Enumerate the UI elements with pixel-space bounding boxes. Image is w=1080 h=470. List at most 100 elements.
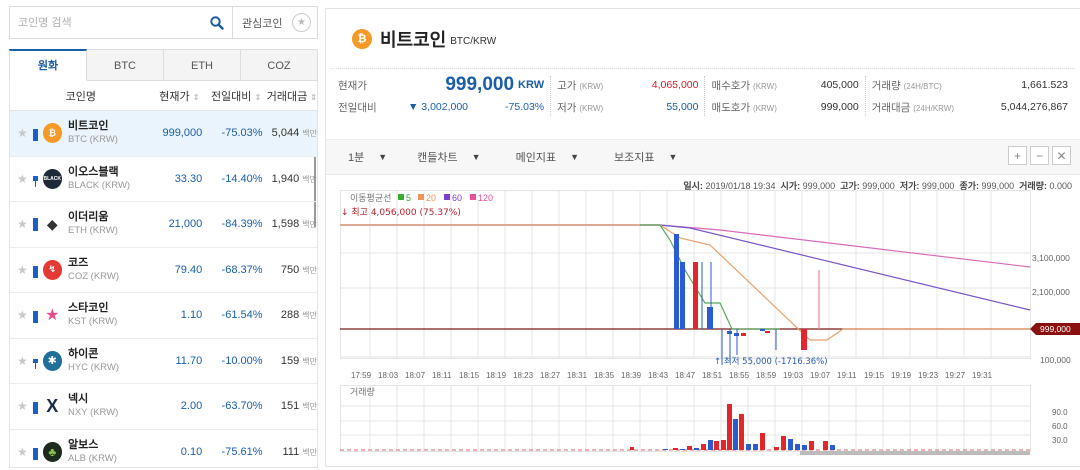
chart-grid: [340, 190, 1031, 359]
coin-change: -75.61%: [221, 445, 263, 458]
tab-btc[interactable]: BTC: [87, 49, 164, 80]
svg-text:18:39: 18:39: [621, 371, 642, 380]
coin-symbol: NXY (KRW): [67, 407, 119, 419]
coin-row-nxy[interactable]: ★ X 넥시 NXY (KRW) 2.00 -63.70% 151 백만: [10, 384, 317, 430]
volume-panel-label: 거래량: [350, 386, 375, 398]
coin-price: 0.10: [180, 445, 203, 458]
coin-row-alb[interactable]: ★ ♣ 알보스 ALB (KRW) 0.10 -75.61% 111 백만: [10, 430, 317, 468]
svg-text:60.0: 60.0: [1052, 422, 1068, 431]
coin-change: -84.39%: [221, 218, 263, 231]
volume-grid: [340, 385, 1031, 452]
hyc-logo-icon: ✱: [42, 350, 62, 371]
coz-logo-icon: ↯: [42, 259, 62, 280]
svg-text:18:55: 18:55: [729, 371, 750, 380]
coin-change: -68.37%: [221, 263, 263, 276]
ohlc-info: 일시: 2019/01/18 19:34 시가: 999,000 고가: 999…: [683, 181, 1072, 191]
tab-krw[interactable]: 원화: [9, 49, 87, 81]
svg-text:18:27: 18:27: [540, 371, 561, 380]
eth-logo-icon: ◆: [42, 214, 62, 235]
max-price-annotation: ↓ 최고 4,056,000 (75.37%): [341, 207, 461, 218]
bid-value: 405,000: [820, 79, 859, 91]
coin-row-hyc[interactable]: ★ ✱ 하이콘 HYC (KRW) 11.70 -10.00% 159 백만: [10, 339, 317, 384]
mini-candle-icon: [32, 169, 38, 189]
favorite-star-icon[interactable]: ★: [17, 217, 28, 232]
coin-name: 넥시: [67, 393, 89, 406]
col-volume[interactable]: 거래대금 ⇕: [266, 90, 317, 103]
coin-name: 이더리움: [67, 211, 109, 224]
coin-symbol: ETH (KRW): [67, 225, 118, 237]
alb-logo-icon: ♣: [42, 441, 62, 462]
favorite-star-icon[interactable]: ★: [17, 399, 28, 414]
coin-row-btc[interactable]: ★ ₿ 비트코인 BTC (KRW) 999,000 -75.03% 5,044 …: [10, 111, 317, 157]
high-label: 고가 (KRW): [557, 79, 604, 92]
coin-volume: 111 백만: [282, 445, 317, 458]
current-price-unit: KRW: [518, 79, 545, 91]
ask-value: 999,000: [820, 101, 859, 113]
search-input[interactable]: [18, 16, 210, 29]
coin-symbol: ALB (KRW): [67, 452, 117, 464]
interval-dropdown[interactable]: 1분 ▼: [348, 152, 388, 164]
col-price[interactable]: 현재가 ⇕: [159, 90, 200, 103]
svg-text:18:03: 18:03: [378, 371, 399, 380]
coin-detail-panel: ₿ 비트코인 BTC/KRW 현재가 999,000 KRW 전일대비 ▼ 3,002…: [325, 8, 1080, 467]
svg-text:5: 5: [406, 193, 411, 203]
coin-symbol: KST (KRW): [67, 316, 118, 328]
mini-candle-icon: [32, 442, 38, 462]
star-icon: ★: [292, 13, 311, 32]
favorite-star-icon[interactable]: ★: [17, 262, 28, 277]
ask-label: 매도호가 (KRW): [711, 101, 777, 114]
svg-text:120: 120: [478, 193, 493, 203]
coin-row-black[interactable]: ★ BLACK 이오스블랙 BLACK (KRW) 33.30 -14.40% 1…: [10, 157, 317, 202]
favorite-star-icon[interactable]: ★: [17, 444, 28, 459]
main-indicator-dropdown[interactable]: 메인지표 ▼: [515, 152, 579, 164]
zoom-out-button[interactable]: −: [1030, 146, 1049, 165]
market-tabs: 원화 BTC ETH COZ: [9, 49, 318, 81]
fullscreen-button[interactable]: ✕: [1052, 146, 1071, 165]
svg-text:18:51: 18:51: [702, 371, 723, 380]
caret-down-icon: ▼: [471, 152, 481, 162]
ma-legend-label: 이동평균선: [350, 193, 391, 204]
zoom-in-button[interactable]: +: [1008, 146, 1027, 165]
coin-title-pair: BTC/KRW: [450, 36, 497, 47]
tab-eth[interactable]: ETH: [164, 49, 241, 80]
svg-text:18:15: 18:15: [459, 371, 480, 380]
coin-row-coz[interactable]: ★ ↯ 코즈 COZ (KRW) 79.40 -68.37% 750 백만: [10, 248, 317, 293]
low-label: 저가 (KRW): [557, 101, 604, 114]
sub-indicator-dropdown[interactable]: 보조지표 ▼: [613, 152, 678, 164]
favorite-coins-label: 관심코인: [242, 17, 283, 30]
svg-text:3,100,000: 3,100,000: [1032, 253, 1070, 263]
favorite-star-icon[interactable]: ★: [17, 171, 28, 186]
kst-logo-icon: ★: [42, 305, 62, 326]
coin-row-kst[interactable]: ★ ★ 스타코인 KST (KRW) 1.10 -61.54% 288 백만: [10, 293, 317, 339]
svg-text:19:19: 19:19: [891, 371, 912, 380]
svg-text:60: 60: [452, 193, 462, 203]
chart-type-dropdown[interactable]: 캔들차트 ▼: [417, 152, 481, 164]
coin-name: 코즈: [67, 256, 89, 269]
svg-text:17:59: 17:59: [351, 371, 372, 380]
favorite-star-icon[interactable]: ★: [17, 126, 28, 141]
favorite-star-icon[interactable]: ★: [17, 353, 28, 368]
coin-volume: 5,044 백만: [271, 127, 317, 140]
tab-coz[interactable]: COZ: [241, 49, 318, 80]
svg-text:18:35: 18:35: [594, 371, 615, 380]
search-icon[interactable]: [210, 15, 224, 30]
list-scrollbar[interactable]: [314, 117, 316, 227]
coin-change: -10.00%: [221, 354, 263, 367]
svg-text:18:23: 18:23: [513, 371, 534, 380]
x-axis-labels: 17:59 18:03 18:07 18:11 18:15 18:19 18:23 18…: [351, 371, 993, 380]
mini-candle-icon: [32, 305, 38, 325]
svg-text:18:31: 18:31: [567, 371, 588, 380]
coin-name: 알보스: [67, 438, 99, 451]
search-box: [10, 7, 233, 38]
coin-price: 2.00: [180, 400, 203, 413]
current-price: 999,000: [445, 74, 515, 95]
price-chart[interactable]: 이동평균선 5 20 60 120 ↓ 최고 4,056,000 (75.37%…: [340, 190, 1080, 470]
coin-row-eth[interactable]: ★ ◆ 이더리움 ETH (KRW) 21,000 -84.39% 1,598 백…: [10, 202, 317, 248]
btc-logo-icon: ₿: [42, 123, 62, 144]
mini-candle-icon: [32, 396, 38, 416]
coin-price: 999,000: [162, 127, 203, 140]
col-change[interactable]: 전일대비 ⇕: [210, 90, 262, 103]
favorite-coins-button[interactable]: 관심코인 ★: [233, 7, 317, 38]
favorite-star-icon[interactable]: ★: [17, 308, 28, 323]
svg-text:19:23: 19:23: [918, 371, 939, 380]
